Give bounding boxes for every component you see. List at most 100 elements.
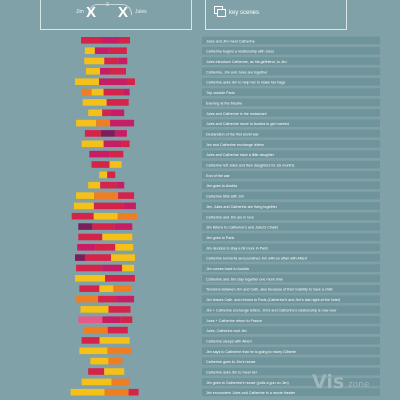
scene-bar-segment xyxy=(114,130,127,137)
scene-label-band xyxy=(202,57,380,65)
watermark-zone: zone xyxy=(348,380,370,390)
scene-bar-segment xyxy=(118,57,128,65)
scene-bar-segment xyxy=(107,171,116,179)
scene-label-band xyxy=(202,98,380,107)
scene-label: Jules and Jim meet Catherine xyxy=(206,39,255,43)
scene-bar-segment xyxy=(108,357,123,365)
scene-bar-segment xyxy=(77,244,96,251)
watermark-vis: Vis xyxy=(312,371,345,393)
scene-label: Jim says to Catherine that he is going t… xyxy=(206,350,296,354)
character-right-x: X xyxy=(118,4,129,21)
scene-bar-segment xyxy=(84,57,105,65)
scene-label: Catherine torments and punishes Jim with… xyxy=(206,257,307,261)
key-scenes-label: key scenes xyxy=(229,10,260,16)
scene-label: Jim encounters Jules and Catherine in a … xyxy=(206,391,296,395)
scene-label-band xyxy=(202,212,380,221)
scene-bar-segment xyxy=(93,212,118,220)
scene-bar-segment xyxy=(110,109,125,117)
scene-label: Declaration of the first world war xyxy=(206,132,259,136)
relation-count: 3 xyxy=(106,2,109,8)
scene-bar-segment xyxy=(102,109,111,117)
scene-bar-segment xyxy=(75,78,99,85)
scene-bar-segment xyxy=(88,368,105,375)
scene-label: Catherine asks Jim to help her to make h… xyxy=(206,81,285,85)
scene-label-band xyxy=(202,347,380,355)
scene-bar-segment xyxy=(104,388,129,396)
scene-bar-segment xyxy=(80,306,109,313)
scene-bar-segment xyxy=(106,99,129,106)
scene-bar-segment xyxy=(90,357,109,365)
scene-label: Catherine left Jules and then daughters … xyxy=(206,164,295,168)
scene-bar-segment xyxy=(107,326,128,334)
scene-bar-segment xyxy=(85,254,111,261)
characters-header-box xyxy=(40,0,192,30)
scene-bar-segment xyxy=(78,233,103,241)
scene-label-band xyxy=(202,305,380,314)
scene-label-band xyxy=(202,202,380,210)
scene-bar-segment xyxy=(88,109,103,117)
scene-bar-segment xyxy=(73,202,94,210)
scene-label-band xyxy=(202,336,380,345)
scene-bar-segment xyxy=(99,171,108,179)
scene-bar-segment xyxy=(99,285,114,292)
scene-label-band xyxy=(202,171,380,179)
scene-bar-segment xyxy=(127,78,135,85)
scene-bar-segment xyxy=(110,119,135,127)
scene-bar-segment xyxy=(79,285,100,292)
scene-bar-segment xyxy=(119,37,130,44)
scene-label: Tensions between Jim and Cath, also beca… xyxy=(206,288,332,292)
scene-bar-segment xyxy=(92,223,115,230)
scene-label: Trip outside Paris xyxy=(206,91,235,95)
key-box xyxy=(205,0,347,30)
scene-bar-segment xyxy=(102,316,121,323)
scene-label-band xyxy=(202,140,380,148)
scene-label: Jules and Catherine have a little daught… xyxy=(206,153,275,157)
scene-bar-segment xyxy=(109,150,124,158)
scene-bar-segment xyxy=(110,68,126,75)
scene-label: Catherine begins a relationship with Jul… xyxy=(206,50,274,54)
scene-bar-segment xyxy=(114,223,133,230)
scene-label-band xyxy=(202,119,380,127)
scene-bar-segment xyxy=(71,212,94,220)
scene-label: Jim goes to Austria xyxy=(206,184,238,188)
scene-label-band xyxy=(202,150,380,158)
scene-bar-segment xyxy=(86,68,100,75)
scene-label-band xyxy=(202,78,380,86)
scene-bar-segment xyxy=(111,254,135,261)
scene-bar-segment xyxy=(102,264,123,272)
scene-bar-segment xyxy=(104,57,119,65)
scene-label-band xyxy=(202,285,380,293)
scene-label: Jim listens to Catherine's and Jules's C… xyxy=(206,226,278,230)
scene-bar-segment xyxy=(120,316,133,323)
scene-bar-segment xyxy=(91,88,104,96)
scene-label-band xyxy=(202,109,380,117)
scene-bar-segment xyxy=(81,140,104,148)
scene-label: Jules and Catherine move to Austria to g… xyxy=(206,122,289,126)
scene-bar-segment xyxy=(111,378,130,386)
scene-bar-segment xyxy=(105,275,135,282)
scene-label: Jim and Catherine exchange letters xyxy=(206,143,264,147)
scene-label: Jim leaves Cath. and returns to Paris (C… xyxy=(206,298,340,302)
scene-bar-segment xyxy=(116,181,125,189)
scene-bar-segment xyxy=(123,88,130,96)
scene-label-band xyxy=(202,129,380,138)
scene-label: Catherine flirts with Jim xyxy=(206,195,244,199)
scene-label-band xyxy=(202,88,380,96)
scene-label: Catherine sleeps with Albert xyxy=(206,339,252,343)
scene-bar-segment xyxy=(96,119,111,127)
scene-label-band xyxy=(202,388,380,397)
scene-label-band xyxy=(202,191,380,200)
scene-bar-segment xyxy=(104,368,125,375)
scene-bar-segment xyxy=(103,140,122,148)
scene-label: Jim goes to Paris xyxy=(206,236,234,240)
scene-bar-segment xyxy=(88,181,101,189)
scene-bar-segment xyxy=(93,202,124,210)
scene-label: Catherine and Jim stay together one more… xyxy=(206,277,283,281)
scene-bar-segment xyxy=(81,37,101,44)
scene-bar-segment xyxy=(94,192,119,199)
scene-bar-segment xyxy=(121,140,130,148)
scene-label-band xyxy=(202,36,380,45)
scene-bar-segment xyxy=(101,37,119,44)
scene-bar-segment xyxy=(117,212,138,220)
